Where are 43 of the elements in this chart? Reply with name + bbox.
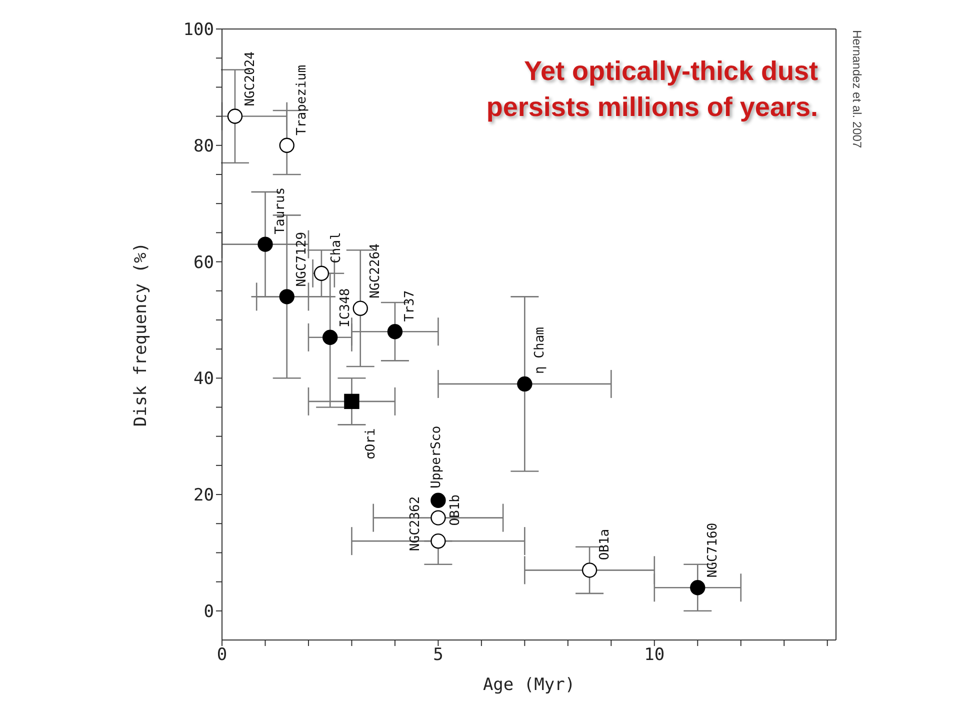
y-tick-label: 60: [194, 252, 214, 273]
point: [279, 138, 294, 153]
annotation: NGC2024: [242, 51, 258, 106]
annotation: NGC2362: [408, 496, 423, 552]
annotation: NGC2264: [368, 243, 384, 298]
y-axis-title: Disk frequency (%): [131, 242, 152, 427]
point: [227, 108, 243, 124]
point: [352, 300, 368, 316]
point: [314, 266, 330, 281]
y-tick-label: 20: [194, 486, 214, 506]
y-tick-label: 40: [194, 369, 214, 390]
point: [690, 580, 706, 596]
annotation: σOri: [364, 428, 379, 460]
point: [430, 510, 446, 526]
y-tick-label: 80: [194, 136, 214, 156]
point: [258, 236, 273, 252]
point: [387, 324, 403, 340]
annotation: OB1b: [448, 494, 463, 526]
annotation: Chal: [329, 232, 344, 264]
annotation: Trapezium: [294, 64, 310, 136]
annotation: NGC7129: [294, 232, 310, 287]
point: [582, 562, 598, 578]
annotation: UpperSco: [428, 426, 444, 488]
point: [279, 289, 294, 304]
annotation: IC348: [338, 288, 353, 328]
point: [430, 533, 446, 549]
annotation: Tr37: [402, 290, 418, 322]
x-tick-label: 10: [644, 645, 665, 666]
annotation: OB1a: [597, 528, 612, 560]
annotation: η Cham: [532, 326, 548, 374]
x-tick-label: 0: [216, 645, 228, 666]
y-tick-label: 0: [204, 602, 214, 622]
text: Hernandez et al. 2007: [850, 30, 864, 148]
annotation: Taurus: [273, 187, 288, 234]
annotation: NGC7160: [705, 522, 720, 578]
y-tick-label: 100: [183, 20, 214, 40]
x-tick-label: 5: [433, 645, 444, 666]
point: [517, 376, 532, 392]
annotation: Yet optically-thick dust persists millions of years.: [485, 55, 818, 124]
point: [344, 394, 360, 410]
point: [430, 492, 446, 508]
x-axis-title: Age (Myr): [482, 675, 576, 695]
point: [322, 330, 338, 346]
